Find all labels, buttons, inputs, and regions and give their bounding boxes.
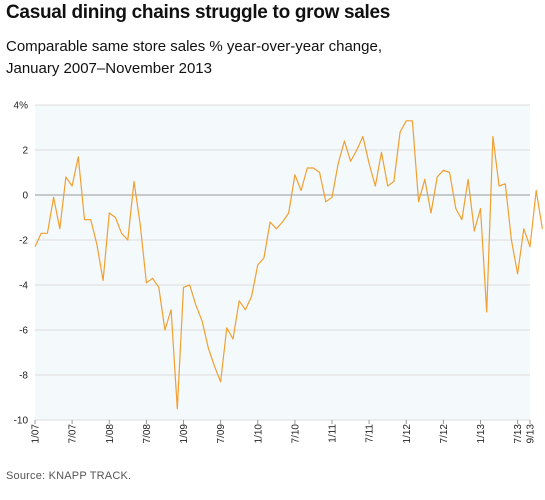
line-chart: 4% 2 0 -2 -4 -6 -8 -10 1/07 7/07 1/08 7/08 1/09 7/09… (14, 101, 543, 443)
x-tick-label: 7/10 (290, 424, 301, 444)
x-tick-label: 7/08 (142, 424, 153, 444)
x-tick-label: 9/13 (526, 424, 537, 444)
y-axis-ticks: 4% 2 0 -2 -4 -6 -8 -10 (14, 101, 29, 427)
x-tick-label: 1/13 (476, 424, 487, 444)
y-tick-label: -10 (14, 416, 29, 427)
plot-background (35, 105, 530, 420)
x-tick-label: 7/11 (365, 424, 376, 443)
y-tick-label: 0 (22, 191, 28, 202)
x-tick-label: 7/07 (68, 424, 79, 444)
y-tick-label: -4 (19, 281, 28, 292)
x-tick-label: 7/12 (439, 424, 450, 444)
y-tick-label: -8 (19, 371, 28, 382)
y-tick-label: 2 (22, 146, 28, 157)
x-tick-label: 7/13 (513, 424, 524, 444)
chart-subtitle-line-1: Comparable same store sales % year-over-… (6, 38, 383, 55)
plot-area (35, 105, 530, 420)
x-tick-label: 1/08 (105, 424, 116, 444)
x-tick-label: 1/12 (402, 424, 413, 444)
x-tick-label: 1/07 (31, 424, 42, 444)
x-tick-label: 1/11 (328, 424, 339, 443)
chart-title: Casual dining chains struggle to grow sa… (6, 2, 391, 23)
x-tick-label: 1/10 (253, 424, 264, 444)
y-tick-label: 4% (14, 101, 29, 112)
y-tick-label: -6 (19, 326, 28, 337)
gridlines (35, 104, 530, 421)
x-axis-ticks: 1/07 7/07 1/08 7/08 1/09 7/09 1/10 7/10 1/11 7/11… (31, 420, 537, 443)
x-tick-label: 1/09 (179, 424, 190, 444)
series-line-0 (34, 120, 543, 410)
y-tick-label: -2 (19, 236, 28, 247)
series-group (34, 120, 543, 410)
chart-subtitle-line-2: January 2007–November 2013 (6, 60, 212, 77)
source-note: Source: KNAPP TRACK. (6, 470, 132, 482)
x-tick-label: 7/09 (216, 424, 227, 444)
